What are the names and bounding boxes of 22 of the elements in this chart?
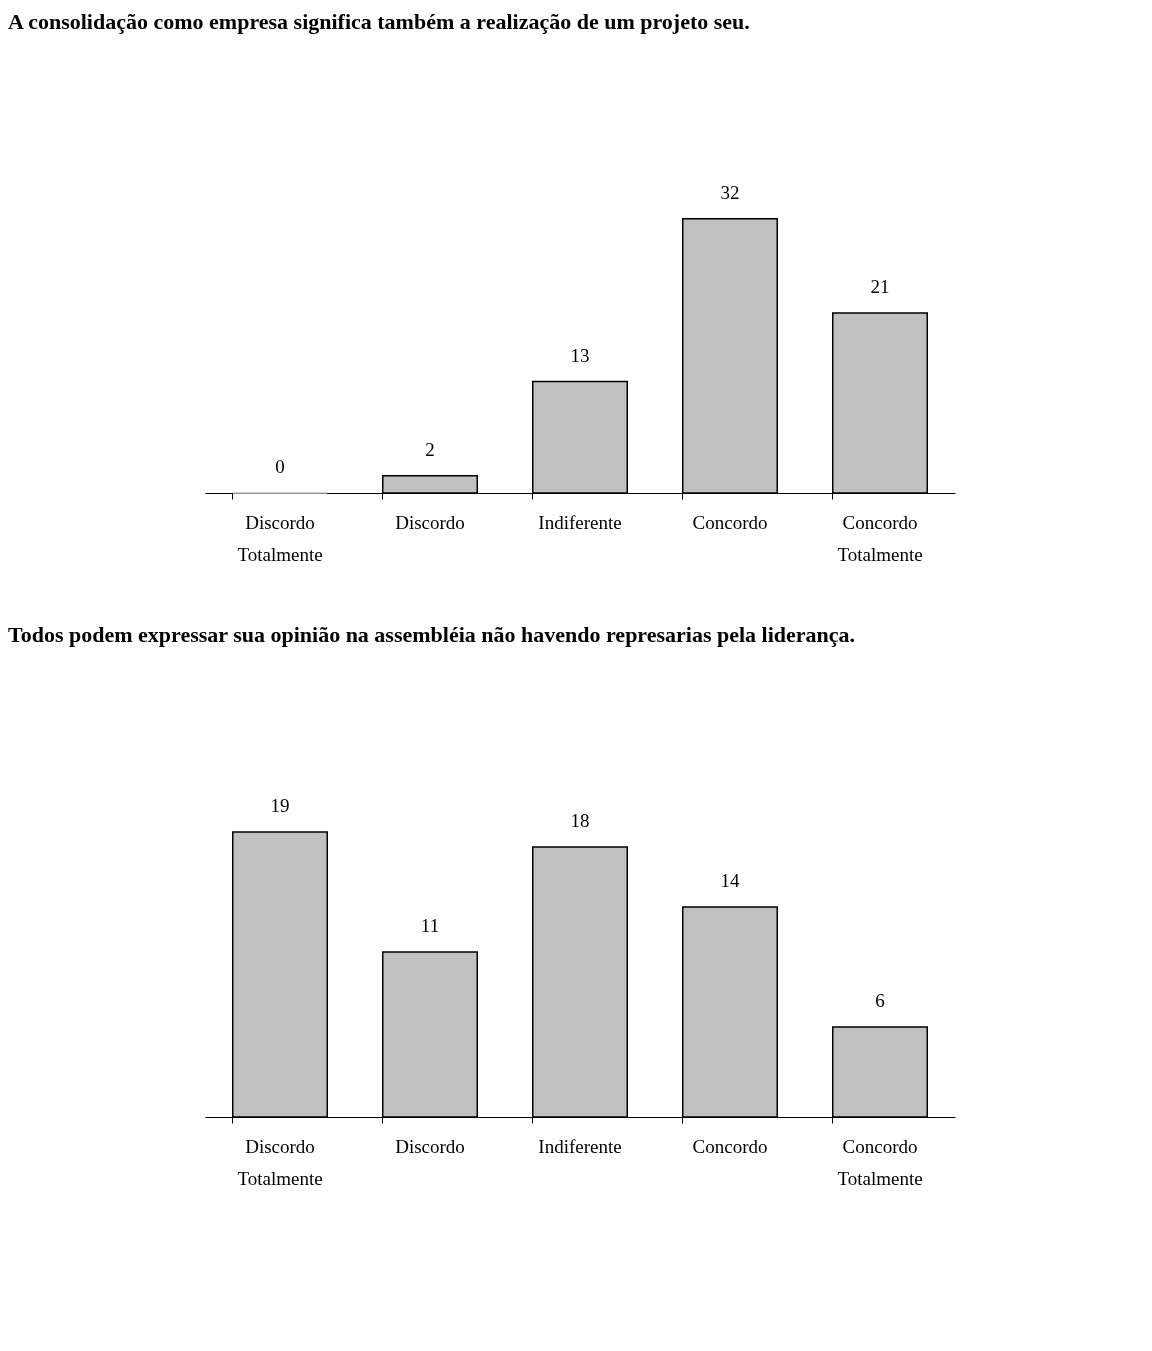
chart-title: A consolidação como empresa significa também a realização de um projeto seu. [8,8,750,34]
x-tick-label: Concordo [692,1135,768,1157]
x-tick-label: Discordo Totalmente [237,1135,323,1189]
x-tick-label: Concordo Totalmente [837,1135,923,1189]
data-label: 2 [425,438,435,460]
data-label: 21 [870,276,890,297]
chart-title: Todos podem expressar sua opinião na assembléia não havendo represarias pela liderança. [8,622,856,647]
x-tick-label: Discordo [395,511,465,533]
x-tick-label: Indiferente [538,511,622,533]
data-label: 19 [270,795,290,816]
data-label: 13 [570,344,590,366]
data-label: 6 [875,990,885,1011]
x-tick-label: Concordo [692,511,768,533]
data-label: 32 [720,181,740,203]
data-label: 18 [570,810,590,831]
x-tick-label: Discordo [395,1135,465,1157]
x-tick-label: Concordo Totalmente [837,511,923,565]
data-label: 11 [420,915,440,936]
data-label: 14 [720,870,740,891]
x-tick-label: Discordo Totalmente [237,511,323,565]
data-label: 0 [275,456,285,477]
x-tick-label: Indiferente [538,1135,622,1157]
